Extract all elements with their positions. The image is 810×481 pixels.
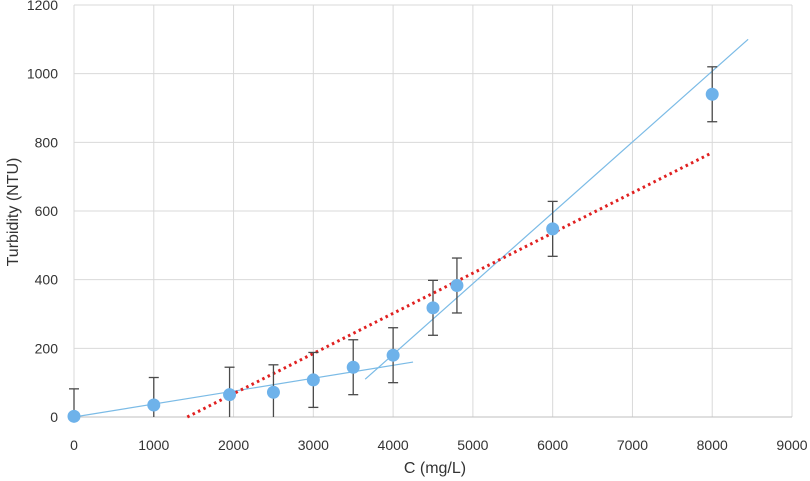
x-axis-title: C (mg/L) xyxy=(404,460,466,477)
error-bars-layer xyxy=(69,66,718,417)
data-point xyxy=(705,87,719,101)
y-tick-label: 0 xyxy=(50,409,58,425)
x-tick-label: 4000 xyxy=(378,437,409,453)
tick-labels-layer: 0 1000 2000 3000 4000 5000 6000 7000 8000 9000 0 20… xyxy=(27,0,808,453)
y-axis-title: Turbidity (NTU) xyxy=(5,158,22,267)
y-tick-label: 600 xyxy=(35,203,59,219)
x-tick-label: 8000 xyxy=(697,437,728,453)
y-tick-label: 200 xyxy=(35,340,59,356)
data-point xyxy=(67,409,81,423)
data-point xyxy=(306,373,320,387)
x-tick-label: 3000 xyxy=(298,437,329,453)
points-layer xyxy=(67,87,719,423)
y-tick-label: 800 xyxy=(35,134,59,150)
solid-fit-line xyxy=(364,38,749,380)
dotted-fit-line xyxy=(186,151,713,419)
data-point xyxy=(546,222,560,236)
solid-fit-line xyxy=(73,361,414,418)
fit-lines-layer xyxy=(73,38,749,419)
x-tick-label: 2000 xyxy=(218,437,249,453)
x-tick-label: 9000 xyxy=(776,437,807,453)
data-point xyxy=(147,398,161,412)
x-tick-label: 5000 xyxy=(457,437,488,453)
data-point xyxy=(450,279,464,293)
x-tick-label: 0 xyxy=(70,437,78,453)
data-point xyxy=(266,385,280,399)
data-point xyxy=(223,388,237,402)
y-tick-label: 400 xyxy=(35,272,59,288)
x-tick-label: 6000 xyxy=(537,437,568,453)
grid-layer xyxy=(73,4,793,417)
data-point xyxy=(346,360,360,374)
x-tick-label: 1000 xyxy=(138,437,169,453)
y-tick-label: 1000 xyxy=(27,66,58,82)
x-tick-label: 7000 xyxy=(617,437,648,453)
y-tick-label: 1200 xyxy=(27,0,58,13)
data-point xyxy=(426,301,440,315)
data-point xyxy=(386,348,400,362)
